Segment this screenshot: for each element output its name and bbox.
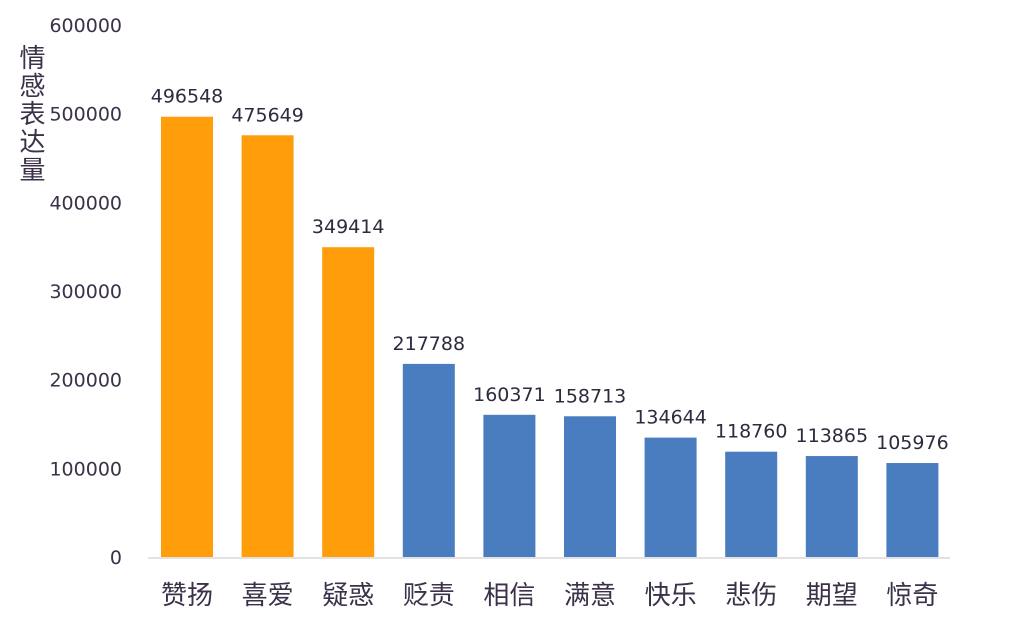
- y-axis-label: 情感表达量: [15, 44, 45, 184]
- bar-疑惑: [322, 247, 375, 557]
- data-label: 118760: [715, 421, 788, 443]
- x-category-label: 期望: [806, 581, 858, 611]
- x-category-label: 疑惑: [322, 581, 374, 611]
- y-tick-label: 400000: [49, 192, 122, 214]
- bar-赞扬: [161, 116, 213, 557]
- bar-满意: [564, 416, 616, 557]
- bar-相信: [483, 414, 536, 557]
- data-label: 217788: [393, 333, 466, 355]
- y-axis-ticks: 0 100000 200000 300000 400000 500000 600000: [49, 15, 122, 569]
- bars: [161, 116, 939, 558]
- x-category-label: 惊奇: [886, 581, 938, 611]
- bar-喜爱: [241, 135, 294, 558]
- y-tick-label: 200000: [49, 370, 122, 392]
- x-category-label: 赞扬: [161, 581, 213, 611]
- y-tick-label: 500000: [49, 104, 122, 126]
- x-category-label: 贬责: [403, 581, 455, 611]
- data-label: 113865: [796, 425, 869, 447]
- x-category-label: 悲伤: [725, 581, 777, 611]
- bar-悲伤: [725, 451, 778, 557]
- data-label: 158713: [554, 385, 627, 407]
- x-axis-categories: 赞扬 喜爱 疑惑 贬责 相信 满意 快乐 悲伤 期望 惊奇: [161, 581, 938, 611]
- y-tick-label: 300000: [49, 281, 122, 303]
- x-category-label: 满意: [564, 581, 616, 611]
- x-category-label: 喜爱: [242, 581, 294, 611]
- data-label: 105976: [876, 432, 949, 454]
- y-tick-label: 100000: [49, 458, 122, 480]
- data-label: 134644: [634, 407, 707, 429]
- bar-惊奇: [886, 463, 939, 557]
- data-label: 160371: [473, 384, 546, 406]
- data-labels: 496548 475649 349414 217788 160371 158713 1346…: [151, 86, 949, 454]
- data-label: 496548: [151, 86, 224, 108]
- data-label: 475649: [231, 104, 304, 126]
- bar-贬责: [402, 363, 455, 557]
- y-tick-label: 600000: [49, 15, 122, 37]
- y-tick-label: 0: [110, 547, 122, 569]
- data-label: 349414: [312, 216, 385, 238]
- x-category-label: 相信: [483, 581, 535, 611]
- bar-期望: [805, 456, 858, 557]
- bar-快乐: [644, 437, 697, 557]
- x-category-label: 快乐: [645, 581, 697, 611]
